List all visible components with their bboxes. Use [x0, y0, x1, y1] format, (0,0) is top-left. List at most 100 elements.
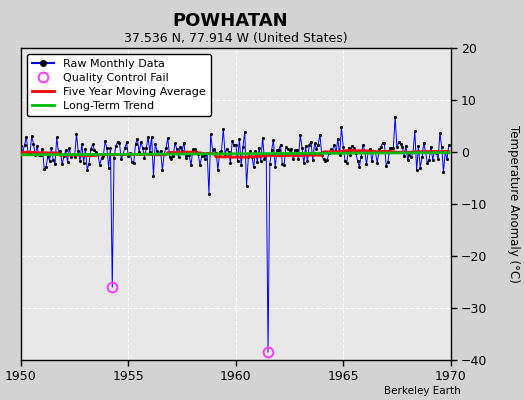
- Point: [411, 128, 419, 134]
- Text: POWHATAN: POWHATAN: [173, 12, 288, 30]
- Point: [52, 134, 61, 141]
- Point: [42, 164, 50, 170]
- Point: [58, 161, 67, 168]
- Point: [166, 153, 174, 160]
- Point: [438, 144, 446, 150]
- Point: [176, 144, 184, 150]
- Point: [200, 152, 208, 158]
- Point: [167, 156, 176, 162]
- Point: [252, 148, 260, 155]
- Point: [49, 156, 58, 163]
- Point: [373, 160, 381, 166]
- Point: [97, 155, 106, 161]
- Point: [396, 141, 405, 147]
- Point: [260, 156, 269, 163]
- Point: [106, 145, 115, 152]
- Point: [312, 145, 321, 152]
- Point: [361, 148, 369, 154]
- Point: [366, 146, 374, 152]
- Point: [35, 152, 43, 158]
- Point: [63, 159, 72, 165]
- Point: [300, 160, 308, 167]
- Point: [151, 141, 159, 147]
- Point: [54, 150, 63, 156]
- Point: [334, 136, 342, 142]
- Point: [194, 151, 202, 157]
- Point: [156, 148, 165, 154]
- Point: [391, 114, 399, 120]
- Point: [249, 164, 258, 170]
- Point: [86, 146, 95, 153]
- Point: [332, 149, 340, 156]
- Point: [212, 150, 220, 156]
- Point: [255, 144, 263, 151]
- Title: 37.536 N, 77.914 W (United States): 37.536 N, 77.914 W (United States): [124, 32, 347, 46]
- Point: [235, 136, 244, 142]
- Point: [180, 140, 188, 146]
- Point: [271, 164, 279, 170]
- Point: [121, 145, 129, 152]
- Point: [158, 167, 167, 174]
- Point: [140, 154, 149, 161]
- Point: [243, 182, 251, 189]
- Point: [325, 150, 333, 156]
- Point: [119, 151, 127, 158]
- Point: [375, 146, 383, 152]
- Point: [348, 143, 356, 149]
- Point: [377, 144, 385, 151]
- Point: [400, 152, 408, 159]
- Point: [155, 151, 163, 158]
- Point: [33, 143, 41, 149]
- Point: [266, 160, 274, 167]
- Text: Berkeley Earth: Berkeley Earth: [385, 386, 461, 396]
- Point: [241, 128, 249, 135]
- Point: [382, 162, 390, 169]
- Point: [219, 126, 227, 132]
- Point: [301, 143, 310, 149]
- Point: [244, 154, 253, 160]
- Point: [181, 155, 190, 162]
- Point: [369, 148, 378, 154]
- Point: [439, 169, 447, 175]
- Point: [56, 147, 64, 154]
- Point: [205, 190, 213, 197]
- Point: [316, 132, 324, 138]
- Point: [346, 152, 355, 158]
- Point: [132, 141, 140, 147]
- Point: [210, 146, 219, 153]
- Point: [253, 159, 261, 165]
- Point: [343, 159, 351, 166]
- Point: [162, 145, 170, 152]
- Point: [429, 156, 437, 163]
- Point: [99, 152, 107, 159]
- Point: [124, 153, 133, 159]
- Point: [110, 154, 118, 161]
- Point: [443, 156, 451, 162]
- Point: [221, 150, 229, 157]
- Point: [389, 145, 398, 151]
- Point: [196, 162, 204, 168]
- Point: [318, 152, 326, 158]
- Point: [224, 149, 233, 156]
- Point: [65, 144, 73, 151]
- Point: [341, 157, 349, 164]
- Point: [362, 161, 370, 168]
- Point: [135, 149, 144, 156]
- Point: [51, 161, 59, 168]
- Point: [153, 148, 161, 154]
- Point: [355, 164, 364, 170]
- Point: [27, 133, 36, 140]
- Point: [278, 161, 287, 167]
- Point: [128, 159, 136, 165]
- Point: [226, 160, 235, 166]
- Point: [215, 149, 224, 155]
- Point: [371, 149, 379, 155]
- Point: [434, 156, 442, 162]
- Point: [326, 146, 335, 152]
- Point: [22, 134, 30, 140]
- Point: [104, 165, 113, 171]
- Point: [146, 149, 154, 155]
- Point: [142, 145, 150, 151]
- Point: [37, 152, 45, 159]
- Point: [81, 146, 90, 152]
